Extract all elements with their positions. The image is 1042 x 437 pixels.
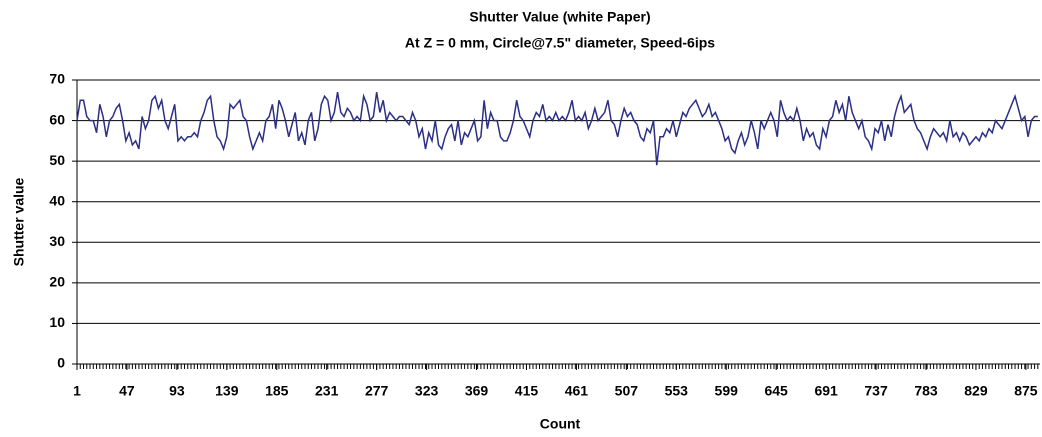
- x-axis-label: Count: [540, 416, 581, 432]
- x-tick-label: 139: [215, 383, 239, 399]
- y-tick-label: 30: [49, 233, 65, 249]
- data-line: [76, 92, 1038, 166]
- y-tick-label: 10: [49, 314, 65, 330]
- x-tick-label: 231: [315, 383, 339, 399]
- x-tick-label: 277: [365, 383, 389, 399]
- y-tick-label: 0: [57, 355, 65, 371]
- x-tick-label: 1: [73, 383, 81, 399]
- x-tick-label: 783: [914, 383, 938, 399]
- x-tick-label: 369: [465, 383, 489, 399]
- x-tick-label: 461: [565, 383, 589, 399]
- x-tick-label: 93: [169, 383, 185, 399]
- y-axis-label: Shutter value: [11, 177, 27, 266]
- x-tick-label: 507: [615, 383, 639, 399]
- x-tick-label: 875: [1014, 383, 1038, 399]
- chart-subtitle: At Z = 0 mm, Circle@7.5" diameter, Speed…: [405, 35, 715, 51]
- x-tick-label: 415: [515, 383, 539, 399]
- x-tick-label: 185: [265, 383, 289, 399]
- y-tick-label: 50: [49, 152, 65, 168]
- x-tick-label: 691: [814, 383, 838, 399]
- y-tick-label: 40: [49, 192, 65, 208]
- x-tick-label: 599: [715, 383, 739, 399]
- x-tick-label: 737: [864, 383, 888, 399]
- chart-title: Shutter Value (white Paper): [469, 9, 650, 25]
- y-tick-label: 20: [49, 274, 65, 290]
- y-tick-label: 70: [49, 71, 65, 87]
- x-tick-label: 323: [415, 383, 439, 399]
- y-tick-label: 60: [49, 111, 65, 127]
- x-tick-label: 829: [964, 383, 988, 399]
- x-tick-label: 645: [764, 383, 788, 399]
- x-tick-label: 47: [119, 383, 135, 399]
- x-tick-label: 553: [665, 383, 689, 399]
